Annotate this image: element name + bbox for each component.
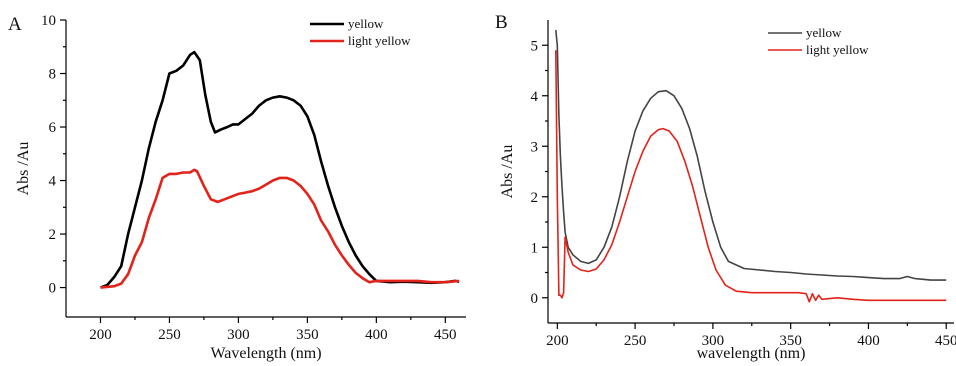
x-tick-label: 200 xyxy=(89,327,112,343)
x-tick-label: 250 xyxy=(158,327,181,343)
chart-panel-B: 200 250 300 350 400 450 0 1 2 3 4 5 wavelength (nm) A… xyxy=(495,12,956,362)
x-axis-label: wavelength (nm) xyxy=(697,345,806,362)
y-tick-label: 4 xyxy=(531,89,539,105)
x-tick-label: 400 xyxy=(857,333,880,349)
x-tick-label: 300 xyxy=(702,333,725,349)
x-tick-label: 350 xyxy=(779,333,802,349)
y-tick-label: 10 xyxy=(41,13,56,29)
y-tick-label: 0 xyxy=(531,291,539,307)
legend-label: light yellow xyxy=(806,42,869,57)
series-line-light-yellow xyxy=(555,50,947,303)
x-tick-label: 250 xyxy=(624,333,647,349)
legend-label: yellow xyxy=(806,25,842,40)
chart-panel-A: 200 250 300 350 400 450 0 2 4 6 8 10 Wavelength (nm)… xyxy=(8,13,466,362)
series-line-light-yellow xyxy=(100,168,460,289)
x-tick-label: 350 xyxy=(296,327,319,343)
y-tick-label: 3 xyxy=(531,139,539,155)
legend-label: light yellow xyxy=(348,33,411,48)
y-tick-label: 8 xyxy=(49,67,57,83)
x-tick-label: 450 xyxy=(935,333,956,349)
y-tick-label: 6 xyxy=(49,120,57,136)
series-line-yellow xyxy=(100,50,460,289)
panel-label: B xyxy=(495,12,508,33)
panel-label: A xyxy=(8,14,22,35)
x-tick-label: 400 xyxy=(365,327,388,343)
series-line-yellow xyxy=(555,30,947,281)
y-tick-label: 0 xyxy=(49,281,57,297)
y-tick-label: 5 xyxy=(531,38,539,54)
y-tick-label: 1 xyxy=(531,240,539,256)
y-tick-label: 2 xyxy=(49,227,57,243)
x-tick-label: 300 xyxy=(227,327,250,343)
y-tick-label: 4 xyxy=(49,174,57,190)
x-tick-label: 450 xyxy=(434,327,457,343)
legend-label: yellow xyxy=(348,16,384,31)
y-axis-label: Abs /Au xyxy=(499,145,516,199)
x-tick-label: 200 xyxy=(546,333,569,349)
y-axis-label: Abs /Au xyxy=(15,142,32,196)
y-tick-label: 2 xyxy=(531,190,539,206)
x-axis-label: Wavelength (nm) xyxy=(210,345,321,362)
